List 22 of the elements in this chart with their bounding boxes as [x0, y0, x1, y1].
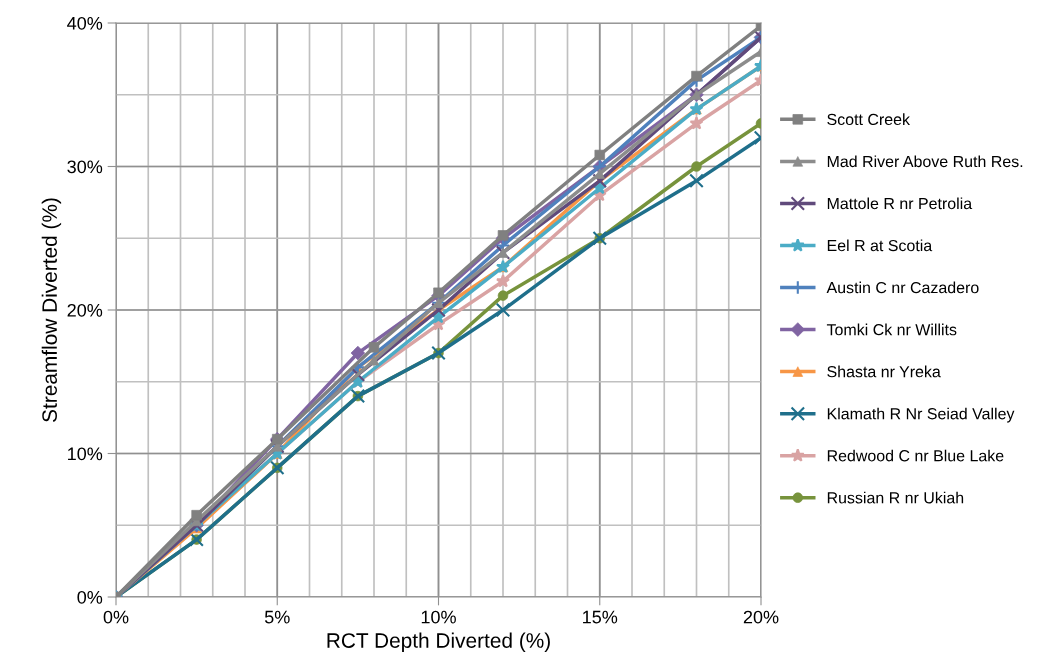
legend-label: Redwood C nr Blue Lake — [827, 449, 1004, 462]
y-tick-label: 10% — [68, 447, 103, 461]
x-tick-label: 20% — [743, 610, 779, 624]
x-tick-label: 5% — [264, 610, 290, 624]
y-tick-label: 20% — [67, 303, 103, 317]
legend-label: Eel R at Scotia — [827, 239, 933, 252]
x-axis-title: RCT Depth Diverted (%) — [327, 632, 550, 652]
x-tick-label: 10% — [421, 610, 456, 624]
x-tick-label: 15% — [583, 610, 618, 624]
legend-label: Russian R nr Ukiah — [827, 491, 964, 504]
y-tick-label: 30% — [67, 160, 103, 174]
y-tick-label: 40% — [67, 16, 103, 30]
legend-label: Austin C nr Cazadero — [826, 281, 979, 294]
y-tick-label: 0% — [77, 590, 103, 604]
y-axis-title: Streamflow Diverted (%) — [41, 198, 62, 422]
legend-label: Mad River Above Ruth Res. — [827, 155, 1023, 168]
legend-label: Mattole R nr Petrolia — [827, 197, 973, 210]
legend-label: Klamath R Nr Seiad Valley — [827, 407, 1015, 423]
legend-label: Scott Creek — [827, 113, 911, 126]
x-tick-label: 0% — [103, 610, 129, 624]
legend-label: Shasta nr Yreka — [827, 365, 941, 378]
legend-label: Tomki Ck nr Willits — [826, 323, 957, 336]
